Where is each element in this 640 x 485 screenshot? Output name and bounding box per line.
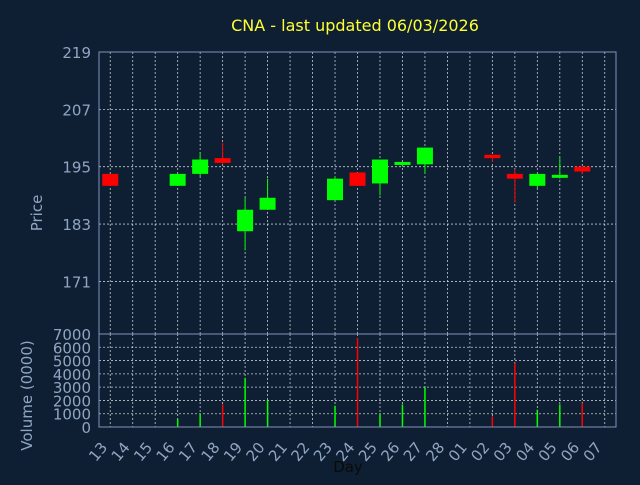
x-axis: 1314151617181920212223242526272801020304… — [85, 439, 606, 476]
candle-16 — [169, 173, 186, 186]
price-tick-label: 219 — [62, 44, 91, 62]
x-tick-label: 06 — [557, 439, 583, 465]
candle-26 — [394, 161, 411, 167]
candle-25 — [371, 159, 388, 196]
chart-title: CNA - last updated 06/03/2026 — [231, 16, 479, 35]
x-tick-label: 23 — [310, 439, 336, 465]
candle-body — [416, 147, 433, 165]
candle-19 — [237, 197, 254, 251]
candle-body — [484, 154, 501, 159]
candle-24 — [349, 172, 366, 186]
candle-body — [327, 178, 344, 201]
x-tick-label: 21 — [265, 439, 291, 465]
candle-body — [237, 209, 254, 232]
candle-05 — [551, 157, 568, 179]
candle-20 — [259, 178, 276, 210]
volume-tick-label: 5000 — [53, 353, 91, 371]
candle-body — [529, 173, 546, 186]
price-tick-label: 195 — [62, 159, 91, 177]
x-tick-label: 19 — [220, 439, 246, 465]
volume-tick-label: 1000 — [53, 406, 91, 424]
candle-13 — [102, 173, 119, 186]
candle-02 — [484, 154, 501, 162]
x-axis-label: Day — [333, 458, 363, 476]
candle-04 — [529, 173, 546, 189]
volume-tick-label: 6000 — [53, 339, 91, 357]
volume-tick-label: 2000 — [53, 392, 91, 410]
volume-axis-label: Volume (0000) — [18, 340, 36, 450]
candle-body — [169, 173, 186, 186]
x-tick-label: 03 — [490, 439, 516, 465]
x-tick-label: 07 — [580, 439, 606, 465]
x-tick-label: 18 — [198, 439, 224, 465]
candle-body — [371, 159, 388, 184]
volume-plot-border — [98, 333, 617, 428]
x-tick-label: 14 — [108, 439, 134, 465]
x-tick-label: 27 — [400, 439, 426, 465]
candle-body — [394, 161, 411, 165]
volume-tick-label: 3000 — [53, 379, 91, 397]
volume-tick-label: 7000 — [53, 326, 91, 344]
volume-tick-label: 4000 — [53, 366, 91, 384]
candle-body — [214, 158, 231, 163]
candle-body — [349, 172, 366, 186]
x-tick-label: 15 — [130, 439, 156, 465]
price-axis-label: Price — [28, 195, 46, 232]
price-panel: 171 183 195 207 219 Price — [28, 44, 617, 335]
candle-body — [506, 173, 523, 179]
x-tick-label: 05 — [535, 439, 561, 465]
candle-03 — [506, 169, 523, 203]
x-tick-label: 26 — [377, 439, 403, 465]
x-tick-label: 16 — [153, 439, 179, 465]
price-tick-label: 207 — [62, 101, 91, 119]
price-tick-label: 171 — [62, 273, 91, 291]
candle-27 — [416, 147, 433, 174]
x-tick-label: 02 — [467, 439, 493, 465]
price-tick-label: 183 — [62, 216, 91, 234]
x-tick-label: 28 — [422, 439, 448, 465]
x-tick-label: 13 — [85, 439, 111, 465]
x-tick-label: 04 — [512, 439, 538, 465]
candle-06 — [574, 166, 591, 174]
candle-body — [259, 197, 276, 210]
candle-body — [192, 159, 209, 174]
x-tick-label: 20 — [242, 439, 268, 465]
candle-18 — [214, 142, 231, 165]
x-tick-label: 17 — [175, 439, 201, 465]
candle-body — [102, 173, 119, 186]
x-tick-label: 01 — [445, 439, 471, 465]
candle-17 — [192, 152, 209, 177]
candle-23 — [327, 176, 344, 201]
x-tick-label: 22 — [287, 439, 313, 465]
candle-body — [574, 166, 591, 172]
volume-tick-label: 0 — [81, 419, 91, 437]
candle-body — [551, 174, 568, 178]
